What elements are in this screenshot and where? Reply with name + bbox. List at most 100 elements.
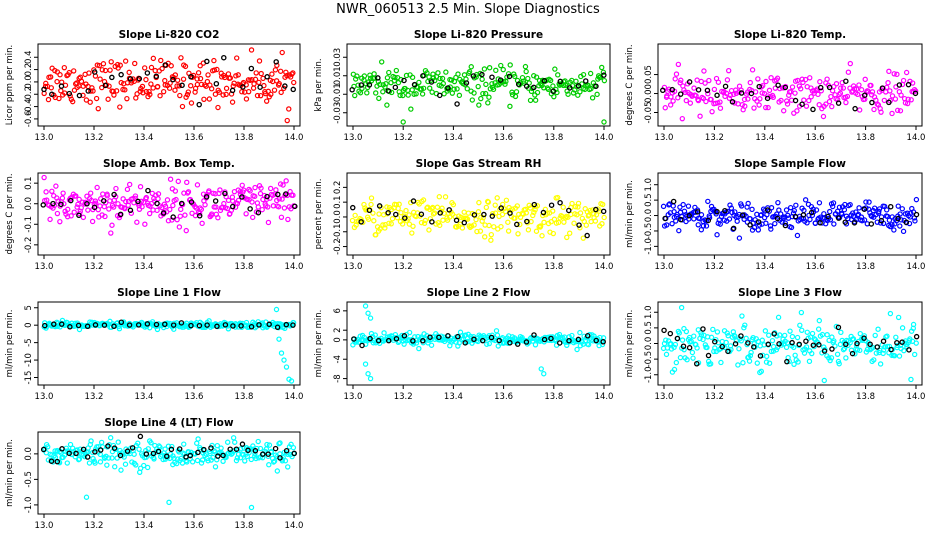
- panel-2-point-black: [557, 78, 564, 85]
- panel-2-point: [577, 89, 583, 95]
- panel-5-point: [480, 214, 486, 221]
- panel-10-point: [90, 455, 96, 462]
- panel-10-point-black: [143, 451, 150, 457]
- panel-1-point: [143, 88, 149, 95]
- panel-8-point: [462, 332, 469, 338]
- panel-8-point: [428, 342, 435, 348]
- panel-5-point: [447, 214, 453, 220]
- panel-5-point: [526, 202, 532, 209]
- panel-2-point: [475, 83, 481, 90]
- panel-8-ytick-label: -4: [333, 355, 343, 363]
- panel-4-point: [113, 185, 119, 192]
- panel-10-point: [266, 462, 272, 468]
- panel-6-point-black: [913, 211, 920, 218]
- panel-6-point: [751, 224, 758, 231]
- panel-3-point: [717, 105, 724, 111]
- panel-3-ylabel: degrees C per min.: [625, 44, 635, 125]
- panel-4-point: [184, 179, 190, 186]
- panel-4-point-black: [222, 190, 228, 197]
- panel-10-frame: [37, 431, 301, 515]
- panel-4-point: [279, 196, 285, 202]
- panel-4-point-black: [111, 191, 117, 198]
- panel-3-point: [840, 85, 847, 91]
- panel-9-point: [891, 353, 898, 359]
- panel-1-point: [93, 95, 100, 102]
- panel-5-ytick-label: -0.2: [333, 238, 343, 255]
- panel-4-point: [167, 206, 173, 213]
- panel-3-ytick-label: 0.05: [644, 65, 654, 84]
- panel-10-point: [133, 462, 139, 468]
- panel-10-point: [178, 455, 184, 462]
- panel-1-point: [211, 57, 217, 64]
- panel-6-point-black: [808, 209, 815, 216]
- panel-4-point-black: [145, 187, 151, 194]
- panel-1-point: [223, 85, 230, 92]
- panel-2-point-black: [489, 74, 495, 80]
- panel-3-point: [818, 88, 824, 94]
- panel-10-point-black: [183, 454, 189, 460]
- panel-3-point: [745, 96, 751, 102]
- panel-6-point: [775, 199, 781, 206]
- panel-7-ylabel: ml/min per min.: [5, 310, 15, 378]
- panel-6-point: [698, 212, 705, 218]
- panel-4-point: [283, 178, 289, 184]
- panel-8-point-black: [523, 339, 530, 345]
- panel-9-point: [809, 350, 815, 357]
- panel-3-point: [885, 80, 891, 86]
- panel-10-point-black: [239, 441, 246, 447]
- panel-1-point: [113, 88, 120, 94]
- panel-6-point: [785, 212, 791, 219]
- panel-9-point: [899, 325, 906, 331]
- panel-6-point-black: [774, 215, 781, 222]
- panel-8-point: [367, 375, 374, 382]
- panel-4-point: [143, 194, 150, 201]
- panel-5-xtick-label: 13.6: [494, 262, 513, 272]
- panel-1-point: [245, 88, 252, 95]
- panel-10-title: Slope Line 4 (LT) Flow: [104, 417, 234, 429]
- panel-5-point: [532, 207, 538, 213]
- panel-5-point: [539, 233, 545, 239]
- panel-3-point: [868, 82, 874, 89]
- panel-5-point: [422, 217, 429, 224]
- panel-5-point-black: [350, 204, 356, 211]
- panel-8-point-black: [584, 333, 591, 339]
- panel-4-xtick-label: 13.6: [185, 262, 204, 272]
- panel-3-point: [770, 94, 776, 101]
- panel-5-point: [564, 234, 570, 241]
- panel-4-point: [243, 211, 249, 217]
- panel-3-xtick-label: 13.4: [755, 133, 774, 143]
- panel-4-point: [239, 182, 245, 188]
- panel-5-point: [560, 204, 566, 210]
- panel-5-point-black: [437, 210, 443, 216]
- panel-8-point-black: [351, 336, 357, 342]
- panel-9-point: [683, 328, 690, 335]
- panel-4-point: [234, 200, 241, 207]
- panel-8-xtick-label: 13.4: [444, 392, 463, 402]
- panel-5-point: [517, 221, 523, 228]
- panel-7-point-black: [274, 324, 281, 331]
- panel-6-point: [768, 204, 775, 211]
- panel-3-point-black: [660, 87, 666, 94]
- panel-3-point: [751, 105, 757, 111]
- panel-2-point-black: [445, 85, 451, 91]
- panel-8-point: [532, 342, 539, 348]
- panel-4-point: [104, 193, 110, 199]
- panel-10-point: [67, 441, 74, 448]
- panel-2-point: [580, 71, 587, 78]
- panel-5-xtick-label: 13.8: [544, 262, 563, 272]
- panel-4-point: [290, 192, 296, 198]
- panel-7-point: [281, 357, 287, 363]
- panel-10-xtick-label: 14.0: [285, 521, 304, 531]
- panel-4-point-black: [100, 198, 107, 204]
- panel-2-point: [391, 78, 397, 84]
- panel-5-point: [426, 227, 432, 233]
- panel-6-point: [802, 197, 809, 203]
- panel-5-point: [580, 235, 586, 241]
- panel-2-point: [505, 71, 512, 77]
- panel-4-point: [241, 187, 247, 193]
- panel-5-point: [583, 222, 590, 228]
- panel-6-point-black: [800, 212, 807, 218]
- panel-4-point: [43, 189, 49, 195]
- panel-8-point-black: [531, 332, 537, 338]
- panel-2-point: [413, 91, 419, 97]
